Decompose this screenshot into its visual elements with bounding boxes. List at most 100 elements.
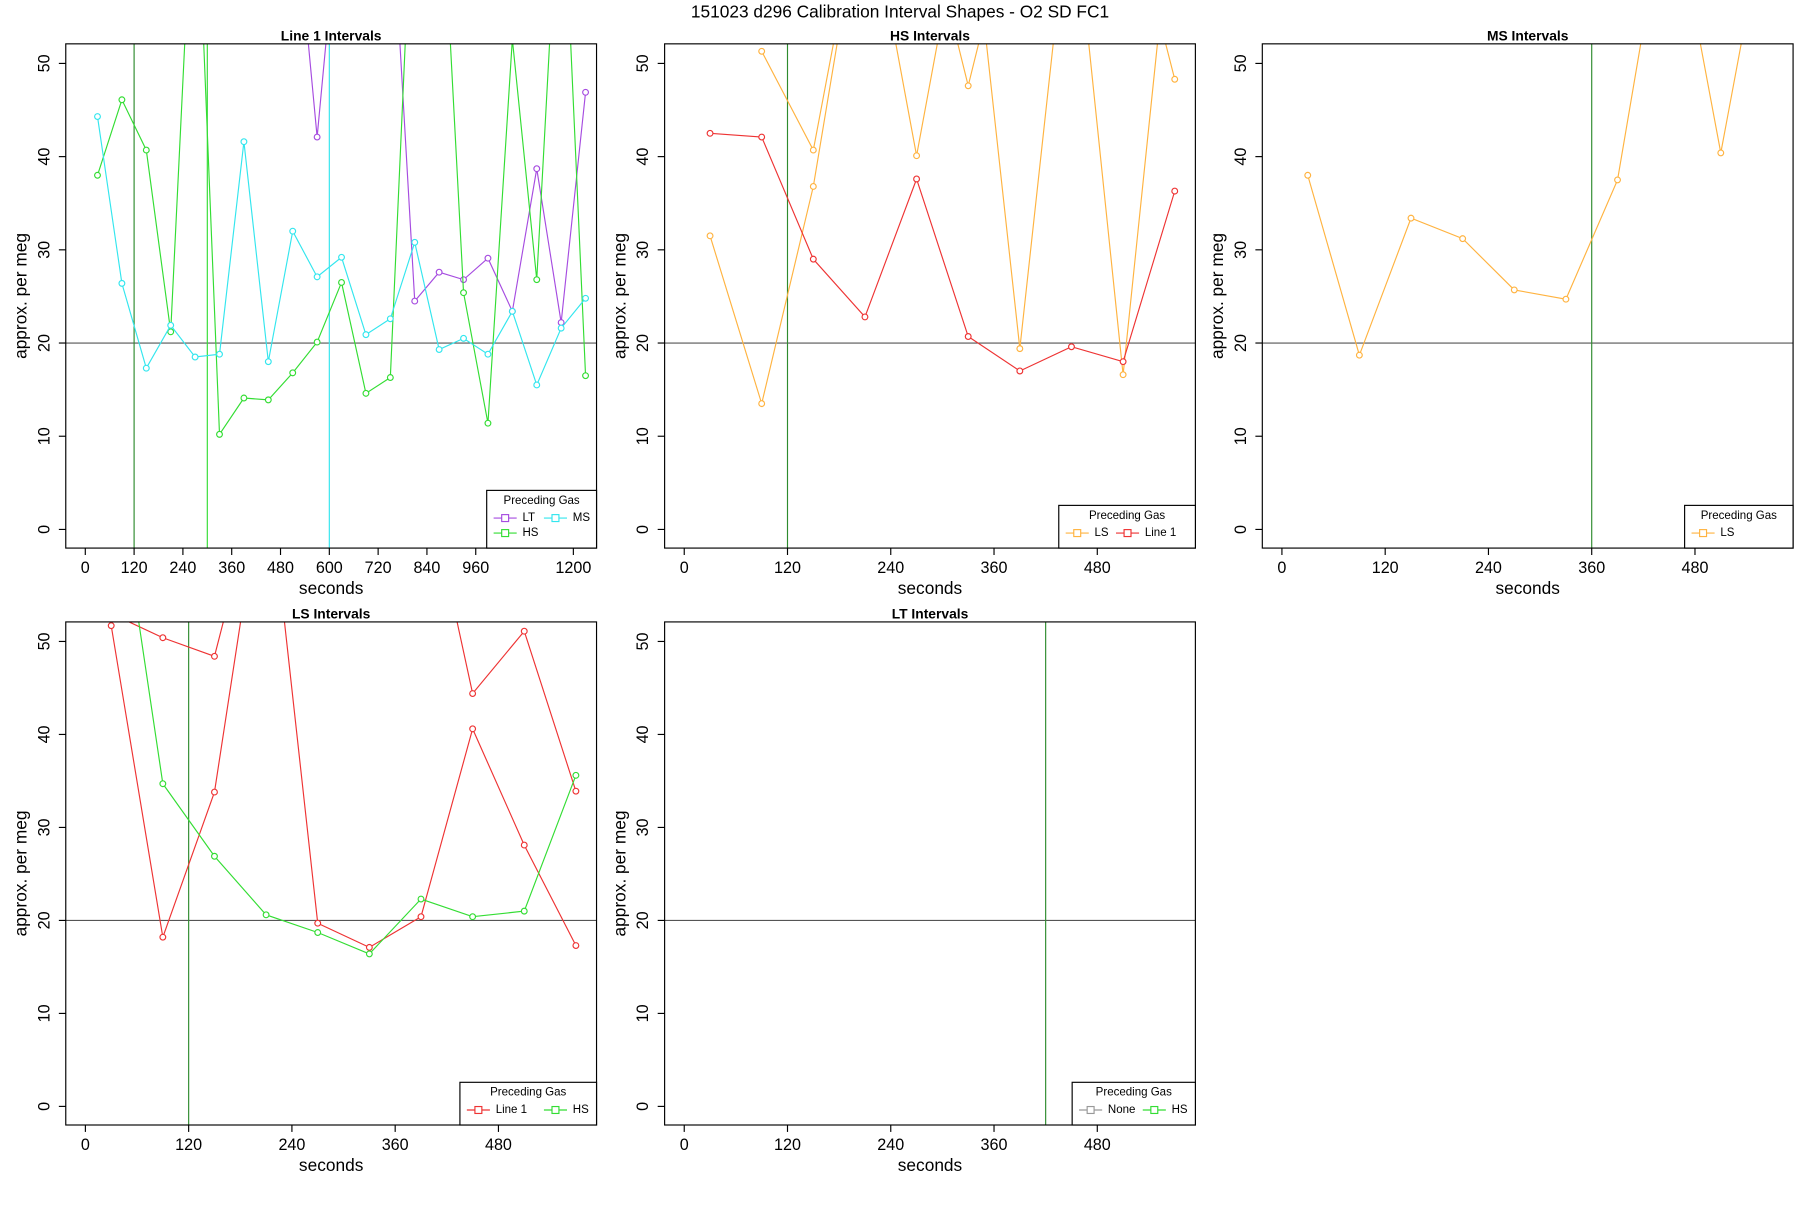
legend-title: Preceding Gas: [490, 1087, 566, 1099]
series-line: [709, 43, 1159, 406]
legend-label: LS: [1720, 527, 1734, 539]
data-point: [572, 787, 580, 795]
data-point: [582, 372, 590, 380]
data-point: [94, 113, 101, 121]
y-axis-label: approx. per meg: [10, 233, 30, 359]
plot-frame: [65, 621, 598, 1126]
legend: Preceding Gas LS Line 1: [1058, 504, 1196, 549]
data-point: [572, 771, 580, 779]
plot-area: [664, 43, 1196, 549]
y-tick-label: 50: [35, 54, 53, 72]
x-tick-label: 0: [81, 1136, 90, 1154]
data-point: [314, 929, 322, 936]
data-point: [211, 788, 218, 796]
data-point: [362, 331, 370, 339]
legend-marker: [1150, 1105, 1159, 1115]
data-point: [508, 307, 516, 315]
plot-area: [1262, 43, 1794, 549]
y-tick-label: 0: [1232, 525, 1250, 534]
x-tick-label: 840: [413, 559, 440, 577]
data-point: [1119, 371, 1127, 379]
plot-frame: [664, 43, 1196, 549]
x-axis-label: seconds: [299, 1155, 364, 1175]
panel-title: LS Intervals: [292, 606, 371, 622]
plot-frame: [1261, 43, 1794, 549]
data-point: [263, 453, 269, 459]
x-tick-label: 240: [278, 1136, 305, 1154]
data-point: [1171, 75, 1179, 83]
data-point: [365, 943, 373, 951]
data-point: [572, 942, 580, 949]
data-point: [582, 294, 590, 302]
data-point: [1407, 214, 1415, 222]
series-line: [1307, 43, 1742, 357]
data-point: [469, 690, 477, 697]
data-point: [809, 255, 817, 263]
y-tick-label: 30: [634, 241, 652, 259]
legend-label: Line 1: [496, 1104, 527, 1116]
legend-label: Line 1: [1145, 527, 1176, 539]
x-tick-label: 240: [1475, 559, 1502, 577]
data-point: [557, 319, 565, 326]
x-tick-label: 360: [1578, 559, 1605, 577]
panel: HS Intervals seconds approx. per meg 0 120 24…: [609, 28, 1196, 598]
data-point: [484, 350, 492, 358]
x-tick-label: 360: [382, 1136, 409, 1154]
x-tick-label: 0: [81, 559, 90, 577]
data-point: [861, 313, 869, 321]
legend-marker: [551, 1105, 560, 1115]
x-tick-label: 720: [365, 559, 392, 577]
data-point: [142, 364, 150, 372]
data-point: [460, 289, 468, 297]
data-point: [435, 268, 443, 276]
panel-title: LT Intervals: [892, 606, 969, 622]
data-point: [315, 453, 321, 459]
x-tick-label: 120: [774, 559, 801, 577]
data-point: [533, 165, 541, 173]
y-tick-label: 0: [35, 1102, 53, 1111]
x-tick-label: 120: [1372, 559, 1399, 577]
data-point: [263, 453, 269, 459]
legend-title: Preceding Gas: [504, 495, 580, 507]
data-point: [809, 182, 817, 190]
y-axis-label: approx. per meg: [609, 233, 629, 359]
legend-box: [1071, 1081, 1196, 1126]
data-point: [142, 146, 150, 154]
data-point: [216, 350, 223, 358]
data-point: [262, 911, 270, 919]
y-tick-label: 50: [634, 54, 652, 72]
legend-label: LT: [522, 512, 535, 524]
legend-label: None: [1108, 1104, 1136, 1116]
series-line: [138, 621, 577, 955]
x-tick-label: 240: [169, 559, 196, 577]
data-point: [313, 273, 321, 281]
y-axis-label: approx. per meg: [609, 810, 629, 936]
data-point: [520, 907, 528, 915]
legend-label: HS: [1172, 1104, 1188, 1116]
data-point: [557, 324, 565, 332]
plot-frame: [65, 43, 598, 549]
data-point: [1510, 286, 1518, 294]
series-line: [127, 621, 577, 792]
data-point: [108, 434, 114, 440]
data-point: [313, 133, 321, 141]
legend: Preceding Gas LS: [1684, 504, 1794, 549]
data-point: [362, 389, 370, 397]
data-point: [386, 374, 394, 381]
y-axis-label: approx. per meg: [10, 810, 30, 936]
legend-title: Preceding Gas: [1701, 510, 1777, 522]
y-tick-label: 30: [35, 241, 53, 259]
y-tick-label: 50: [35, 632, 53, 650]
data-point: [386, 315, 394, 323]
legend-title: Preceding Gas: [1096, 1087, 1172, 1099]
data-point: [338, 278, 345, 286]
data-point: [264, 396, 272, 404]
series-line: [710, 132, 1176, 372]
data-point: [1355, 351, 1363, 359]
data-point: [758, 133, 766, 141]
y-tick-label: 30: [35, 818, 53, 836]
legend-label: HS: [522, 527, 538, 539]
data-point: [167, 328, 175, 336]
